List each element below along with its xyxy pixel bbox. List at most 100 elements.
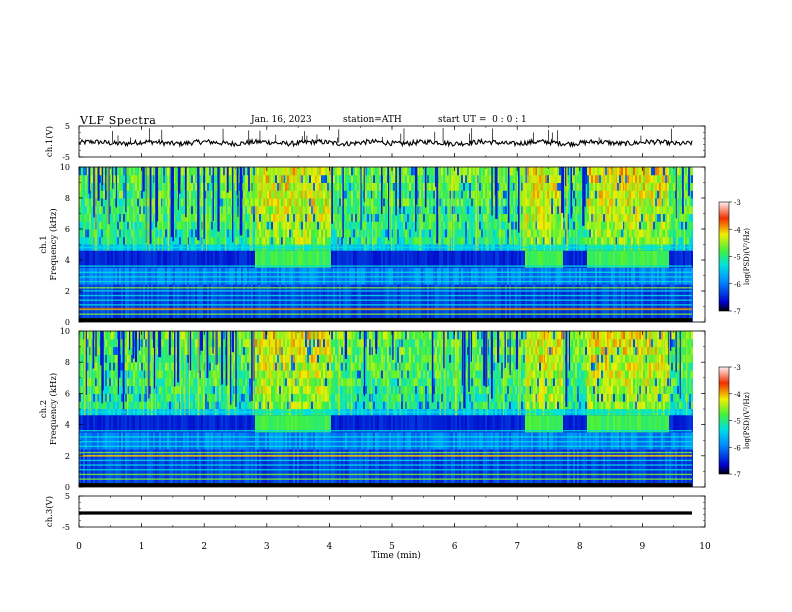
spectrogram-cell xyxy=(143,415,145,433)
spectrogram-cell xyxy=(129,354,131,363)
spectrogram-cell xyxy=(641,167,643,176)
spectrogram-cell xyxy=(529,213,531,222)
spectrogram-cell xyxy=(327,229,329,238)
spectrogram-cell xyxy=(371,182,373,191)
spectrogram-cell xyxy=(619,284,621,322)
spectrogram-cell xyxy=(249,284,251,322)
spectrogram-cell xyxy=(141,354,143,363)
date-label: Jan. 16, 2023 xyxy=(251,115,312,125)
spectrogram-cell xyxy=(159,190,161,199)
spectrogram-cell xyxy=(431,250,433,268)
spectrogram-streak xyxy=(585,167,587,185)
spectrogram-cell xyxy=(611,236,613,245)
spectrogram-cell xyxy=(237,221,239,230)
spectrogram-cell xyxy=(677,221,679,230)
spectrogram-cell xyxy=(411,198,413,207)
spectrogram-cell xyxy=(425,250,427,268)
spectrogram-cell xyxy=(199,182,201,191)
spectrogram-cell xyxy=(489,236,491,245)
spectrogram-cell xyxy=(355,174,357,183)
spectrogram-cell xyxy=(551,190,553,199)
spectrogram-cell xyxy=(395,221,397,230)
spectrogram-cell xyxy=(549,229,551,238)
spectrogram-cell xyxy=(603,221,605,230)
spectrogram-cell xyxy=(253,213,255,222)
spectrogram-cell xyxy=(619,182,621,191)
spectrogram-cell xyxy=(621,213,623,222)
spectrogram-cell xyxy=(501,205,503,214)
spectrogram-cell xyxy=(183,205,185,214)
spectrogram-cell xyxy=(617,198,619,207)
spectrogram-cell xyxy=(537,229,539,238)
spectrogram-cell xyxy=(157,229,159,238)
spectrogram-cell xyxy=(79,370,81,379)
spectrogram-cell xyxy=(119,174,121,183)
spectrogram-cell xyxy=(139,229,141,238)
spectrogram-cell xyxy=(377,250,379,268)
spectrogram-cell xyxy=(165,198,167,207)
spectrogram-cell xyxy=(271,250,273,268)
spectrogram-cell xyxy=(391,250,393,268)
spectrogram-cell xyxy=(595,229,597,238)
spectrogram-cell xyxy=(343,250,345,268)
spectrogram-cell xyxy=(507,250,509,268)
spectrogram-cell xyxy=(369,221,371,230)
spectrogram-cell xyxy=(281,205,283,214)
spectrogram-cell xyxy=(143,338,145,348)
spectrogram-cell xyxy=(509,205,511,214)
spectrogram-cell xyxy=(671,198,673,207)
spectrogram-cell xyxy=(641,182,643,191)
spectrogram-cell xyxy=(333,167,335,176)
spectrogram-cell xyxy=(601,182,603,191)
spectrogram-cell xyxy=(137,415,139,433)
spectrogram-cell xyxy=(387,167,389,176)
spectrogram-cell xyxy=(103,331,105,340)
spectrogram-cell xyxy=(305,236,307,245)
spectrogram-streak xyxy=(156,167,159,222)
spectrogram-cell xyxy=(149,370,151,379)
spectrogram-cell xyxy=(423,205,425,214)
spectrogram-cell xyxy=(521,229,523,238)
spectrogram-cell xyxy=(127,167,129,176)
spectrogram-cell xyxy=(423,229,425,238)
spectrogram-cell xyxy=(525,205,527,214)
spectrogram-cell xyxy=(113,213,115,222)
spectrogram-cell xyxy=(539,198,541,207)
spectrogram-cell xyxy=(209,167,211,176)
spectrogram-cell xyxy=(521,284,523,322)
spectrogram-cell xyxy=(263,284,265,322)
spectrogram-cell xyxy=(443,236,445,245)
spectrogram-cell xyxy=(163,250,165,268)
spectrogram-streak xyxy=(563,167,565,218)
spectrogram-cell xyxy=(427,213,429,222)
spectrogram-cell xyxy=(355,229,357,238)
spectrogram-cell xyxy=(403,198,405,207)
spectrogram-cell xyxy=(207,198,209,207)
spectrogram-cell xyxy=(135,182,137,191)
spectrogram-cell xyxy=(457,167,459,176)
spectrogram-cell xyxy=(161,190,163,199)
spectrogram-cell xyxy=(359,213,361,222)
spectrogram-cell xyxy=(355,213,357,222)
spectrogram-cell xyxy=(81,174,83,183)
spectrogram-cell xyxy=(175,236,177,245)
spectrogram-cell xyxy=(539,167,541,176)
spectrogram-cell xyxy=(335,182,337,191)
spectrogram-cell xyxy=(445,213,447,222)
spectrogram-cell xyxy=(483,229,485,238)
spectrogram-cell xyxy=(489,167,491,176)
spectrogram-cell xyxy=(241,250,243,268)
spectrogram-cell xyxy=(83,370,85,379)
spectrogram-cell xyxy=(671,182,673,191)
spectrogram-cell xyxy=(567,221,569,230)
spectrogram-cell xyxy=(579,236,581,245)
spectrogram-streak xyxy=(451,167,453,251)
spectrogram-cell xyxy=(595,205,597,214)
spectrogram-cell xyxy=(505,284,507,322)
spectrogram-cell xyxy=(113,167,115,176)
spectrogram-cell xyxy=(603,236,605,245)
spectrogram-cell xyxy=(173,213,175,222)
spectrogram-cell xyxy=(463,174,465,183)
spectrogram-cell xyxy=(209,221,211,230)
spectrogram-streak xyxy=(251,167,253,251)
